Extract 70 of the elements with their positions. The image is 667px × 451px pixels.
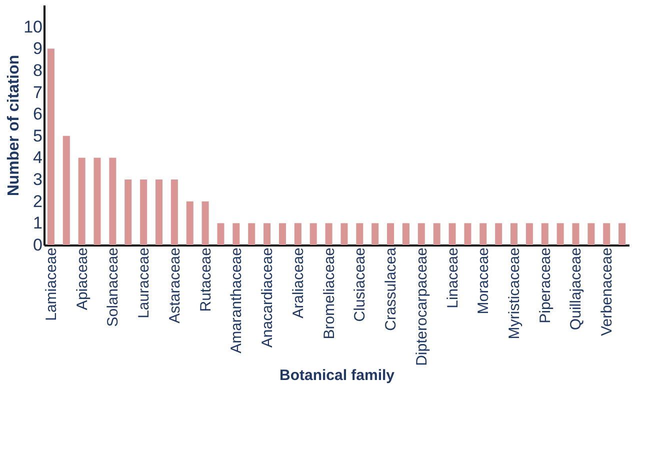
bar — [387, 223, 394, 245]
bar — [464, 223, 472, 245]
x-tick-label: Linaceae — [444, 248, 462, 308]
x-tick-label: Piperaceae — [536, 248, 554, 324]
x-tick-label: Lamiaceae — [42, 248, 60, 321]
x-tick-label: Verbenaceae — [598, 248, 616, 336]
x-tick-label: Moraceae — [475, 248, 492, 314]
y-tick-label: 6 — [33, 104, 42, 124]
bar — [572, 223, 580, 245]
x-tick-label: Anacardiaceae — [259, 248, 276, 348]
y-tick-label: 2 — [33, 192, 42, 211]
y-tick-label: 1 — [33, 214, 42, 233]
x-tick-label: Lauraceae — [136, 248, 153, 318]
bar — [480, 223, 487, 245]
x-tick-label: Quillajaceae — [568, 248, 585, 330]
bar — [495, 223, 502, 245]
bar — [217, 223, 224, 245]
y-axis-title: Number of citation — [6, 54, 23, 196]
x-tick-label: Apiaceae — [74, 248, 91, 310]
bar — [248, 223, 256, 245]
bar — [325, 223, 332, 245]
bar — [526, 223, 533, 245]
x-tick-label: Amaranthaceae — [228, 248, 246, 354]
x-tick-label: Crassulacea — [382, 246, 400, 331]
y-tick-label: 9 — [33, 39, 42, 58]
x-tick-label: Araliaceae — [290, 248, 307, 318]
bar — [310, 223, 317, 245]
bar — [618, 223, 626, 245]
y-tick-label: 0 — [33, 236, 42, 254]
bar — [356, 223, 364, 245]
bar — [78, 158, 86, 245]
bar — [541, 223, 548, 245]
x-tick-label: Bromeliaceae — [320, 248, 338, 340]
bar — [47, 48, 54, 245]
x-tick-label: Clusiaceae — [352, 248, 369, 322]
bar — [170, 180, 178, 245]
bar — [109, 158, 116, 245]
bar — [372, 223, 379, 245]
bar — [340, 223, 348, 245]
bar — [433, 223, 440, 245]
bar — [588, 223, 595, 245]
bar — [448, 223, 456, 245]
bar — [278, 223, 286, 245]
bar — [94, 158, 101, 245]
x-tick-label: Dipterocarpaceae — [413, 248, 430, 366]
bar — [603, 223, 610, 245]
bar — [62, 136, 70, 245]
x-tick-label: Myristicaceae — [506, 248, 524, 340]
y-tick-label: 10 — [24, 17, 42, 36]
bar — [556, 223, 564, 245]
bar — [186, 201, 194, 245]
y-tick-label: 4 — [33, 148, 42, 168]
bar — [402, 223, 410, 245]
bar — [232, 223, 240, 245]
y-tick-label: 8 — [33, 60, 42, 80]
bar — [264, 223, 271, 245]
x-tick-label: Rutaceae — [197, 248, 214, 312]
bar — [418, 223, 425, 245]
x-axis-title: Botanical family — [279, 366, 396, 384]
bar — [124, 180, 132, 245]
y-tick-label: 7 — [33, 82, 42, 102]
bar — [155, 180, 162, 245]
bar — [294, 223, 302, 245]
x-tick-label: Solanaceae — [104, 248, 122, 327]
x-tick-label: Astaraceae — [166, 248, 184, 324]
bar — [202, 201, 209, 245]
y-tick-label: 3 — [33, 170, 42, 190]
bar — [140, 180, 148, 245]
y-tick-label: 5 — [33, 126, 42, 146]
bar — [510, 223, 518, 245]
